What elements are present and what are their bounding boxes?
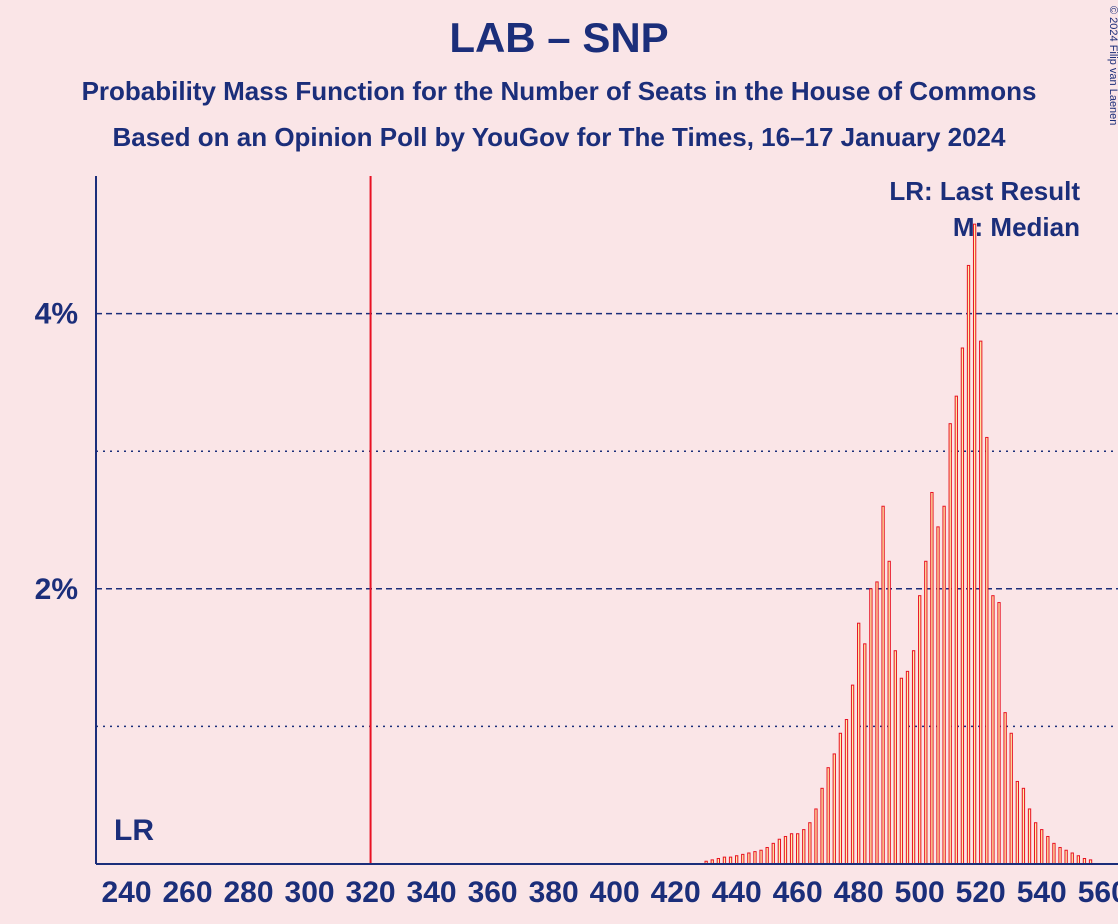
x-axis-tick-label: 560 [1078,876,1118,909]
pmf-bar [882,506,884,864]
pmf-bar [723,857,725,864]
pmf-bar [894,651,896,864]
pmf-bar [748,853,750,864]
pmf-bar [998,603,1000,864]
pmf-bar [973,224,975,864]
pmf-bar [949,424,951,864]
pmf-bar [729,857,731,864]
pmf-bar [1034,823,1036,864]
pmf-bar [937,527,939,864]
pmf-bar [1059,847,1061,864]
pmf-bar [906,671,908,864]
pmf-bar [833,754,835,864]
pmf-bar [1071,853,1073,864]
x-axis-tick-label: 340 [407,876,457,909]
chart-subtitle-2: Based on an Opinion Poll by YouGov for T… [113,122,1006,152]
x-axis-tick-label: 380 [529,876,579,909]
pmf-bar [900,678,902,864]
pmf-bar [1053,843,1055,864]
pmf-bar [876,582,878,864]
pmf-bar [955,396,957,864]
pmf-bar [827,768,829,864]
pmf-bar [1028,809,1030,864]
pmf-bar [980,341,982,864]
pmf-bar [760,850,762,864]
pmf-bar [821,788,823,864]
pmf-bar [943,506,945,864]
pmf-bar [888,561,890,864]
pmf-bar [1065,850,1067,864]
pmf-bar [1077,856,1079,864]
x-axis-tick-label: 240 [101,876,151,909]
pmf-bar [778,839,780,864]
x-axis-tick-label: 440 [712,876,762,909]
pmf-bar [790,834,792,864]
x-axis-tick-label: 320 [346,876,396,909]
x-axis-tick-label: 460 [773,876,823,909]
x-axis-tick-label: 400 [590,876,640,909]
chart-title: LAB – SNP [449,14,668,61]
pmf-bar [870,589,872,864]
legend-median: M: Median [953,212,1080,242]
pmf-bar [858,623,860,864]
chart-container: LAB – SNP Probability Mass Function for t… [0,0,1118,924]
pmf-bar [815,809,817,864]
x-axis-tick-label: 420 [651,876,701,909]
pmf-bar [1016,781,1018,864]
pmf-bar [919,596,921,864]
pmf-bar [772,843,774,864]
x-axis-tick-label: 540 [1017,876,1067,909]
pmf-bar [967,265,969,864]
pmf-bar [992,596,994,864]
y-axis-tick-label: 4% [35,298,78,331]
pmf-bar [851,685,853,864]
pmf-bar [1047,836,1049,864]
pmf-bar [809,823,811,864]
pmf-bar [766,847,768,864]
pmf-bar [1010,733,1012,864]
pmf-bar [1041,830,1043,864]
x-axis-tick-label: 300 [285,876,335,909]
pmf-bar [839,733,841,864]
x-axis-tick-label: 360 [468,876,518,909]
pmf-bar [912,651,914,864]
pmf-bar [961,348,963,864]
pmf-bar [931,492,933,864]
legend-last-result: LR: Last Result [889,176,1080,206]
pmf-bar [754,852,756,864]
pmf-bar [803,830,805,864]
last-result-label: LR [114,814,154,847]
pmf-bar [986,437,988,864]
pmf-bar [925,561,927,864]
pmf-bar [742,854,744,864]
pmf-bar [1004,713,1006,864]
x-axis-tick-label: 500 [895,876,945,909]
x-axis-tick-label: 280 [224,876,274,909]
pmf-bar [797,834,799,864]
pmf-bar [845,720,847,864]
x-axis-tick-label: 520 [956,876,1006,909]
copyright-label: © 2024 Filip van Laenen [1107,6,1118,125]
pmf-bar [1022,788,1024,864]
x-axis-tick-label: 480 [834,876,884,909]
y-axis-tick-label: 2% [35,573,78,606]
pmf-bar [736,856,738,864]
pmf-bar [864,644,866,864]
x-axis-tick-label: 260 [162,876,212,909]
chart-subtitle-1: Probability Mass Function for the Number… [82,76,1037,106]
pmf-bar [784,836,786,864]
